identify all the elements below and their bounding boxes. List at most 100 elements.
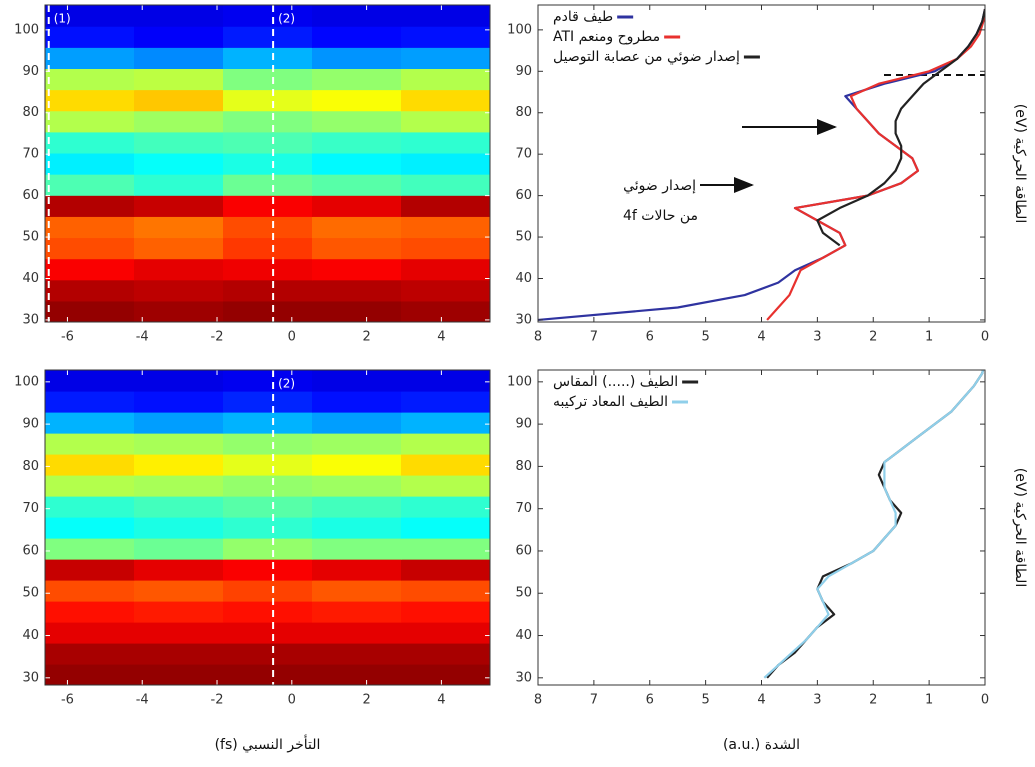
heat-cell (401, 174, 490, 196)
x-tick-label: 3 (813, 693, 821, 708)
heat-cell (312, 300, 402, 322)
heat-cell (223, 152, 313, 175)
heat-cell (401, 300, 490, 322)
heat-cell (401, 216, 490, 239)
heat-cell (134, 68, 224, 91)
heat-cell (223, 432, 313, 455)
heat-cell (134, 495, 224, 518)
legend-label: إصدار ضوئي من عصابة التوصيل (553, 49, 740, 65)
heat-cell (134, 475, 224, 497)
frame (537, 4, 986, 323)
heat-cell (223, 601, 313, 623)
heat-cell (401, 279, 490, 302)
heat-cell (401, 454, 490, 476)
heat-cell (45, 174, 135, 196)
y-tick-label: 90 (22, 417, 39, 432)
y-tick-label: 100 (507, 374, 532, 389)
heat-cell (312, 580, 402, 602)
frame (537, 369, 986, 686)
heat-cell (401, 558, 490, 581)
heat-cell (312, 495, 402, 518)
heat-cell (401, 475, 490, 497)
heat-cell (312, 643, 402, 665)
heat-cell (45, 495, 135, 518)
heat-cell (134, 5, 224, 27)
heat-cell (401, 237, 490, 260)
y-tick-label: 50 (515, 230, 532, 245)
heat-cell (312, 391, 402, 413)
heat-cell (45, 47, 135, 69)
heat-cell (45, 391, 135, 413)
heat-cell (45, 454, 135, 476)
x-tick-label: 5 (701, 693, 709, 708)
heat-cell (134, 279, 224, 302)
x-tick-label: -4 (136, 330, 149, 345)
x-tick-label: 7 (590, 330, 598, 345)
heat-cell (312, 195, 402, 217)
y-axis-label: الطاقة الحركية (eV) (1012, 104, 1028, 223)
heat-cell (45, 5, 135, 27)
heat-cell (223, 258, 313, 281)
heat-cell (45, 152, 135, 175)
heat-cell (401, 495, 490, 518)
heat-cell (134, 26, 224, 48)
y-tick-label: 70 (515, 501, 532, 516)
heat-cell (134, 454, 224, 476)
heat-cell (312, 454, 402, 476)
y-tick-label: 90 (22, 64, 39, 79)
y-tick-label: 80 (22, 105, 39, 120)
heat-cell (45, 664, 135, 685)
x-tick-label: 3 (813, 330, 821, 345)
heat-cell (223, 664, 313, 685)
heat-cell (223, 391, 313, 413)
heat-cell (134, 370, 224, 392)
heat-cell (134, 152, 224, 175)
heat-cell (223, 237, 313, 260)
y-tick-label: 100 (14, 374, 39, 389)
heat-cell (401, 5, 490, 27)
x-tick-label: -2 (211, 693, 224, 708)
annotation: من حالات 4f (623, 208, 698, 224)
heat-cell (134, 621, 224, 644)
y-tick-label: 70 (22, 147, 39, 162)
heat-cell (134, 237, 224, 260)
heat-cell (312, 432, 402, 455)
heat-cell (401, 643, 490, 665)
heat-cell (134, 258, 224, 281)
marker-label: (2) (278, 377, 295, 391)
heat-cell (312, 47, 402, 69)
heat-cell (45, 237, 135, 260)
x-tick-label: 2 (362, 693, 370, 708)
heat-cell (45, 475, 135, 497)
plot-area: الطيف (.....) المقاس الطيف المعاد تركيبه (553, 370, 985, 679)
heat-cell (312, 216, 402, 239)
heat-cell (134, 300, 224, 322)
frame (44, 369, 491, 686)
heat-cell (223, 174, 313, 196)
heat-cell (312, 5, 402, 27)
heat-cell (312, 110, 402, 133)
y-tick-label: 70 (22, 501, 39, 516)
y-tick-label: 40 (515, 628, 532, 643)
x-axis-label: الشدة (.a.u) (723, 737, 800, 753)
heat-cell (45, 216, 135, 239)
y-tick-label: 100 (507, 22, 532, 37)
y-tick-label: 30 (515, 312, 532, 327)
series-line (766, 8, 985, 321)
heat-cell (134, 412, 224, 434)
heat-cell (223, 279, 313, 302)
y-tick-label: 30 (22, 670, 39, 685)
y-tick-label: 60 (515, 543, 532, 558)
x-tick-label: 4 (757, 693, 765, 708)
y-tick-label: 40 (22, 271, 39, 286)
y-tick-label: 70 (515, 147, 532, 162)
heat-cell (134, 664, 224, 685)
x-tick-label: 4 (437, 693, 445, 708)
heat-cell (45, 300, 135, 322)
heat-cell (134, 580, 224, 602)
heat-cell (312, 664, 402, 685)
heat-cell (45, 601, 135, 623)
x-tick-label: 2 (362, 330, 370, 345)
heat-cell (401, 432, 490, 455)
